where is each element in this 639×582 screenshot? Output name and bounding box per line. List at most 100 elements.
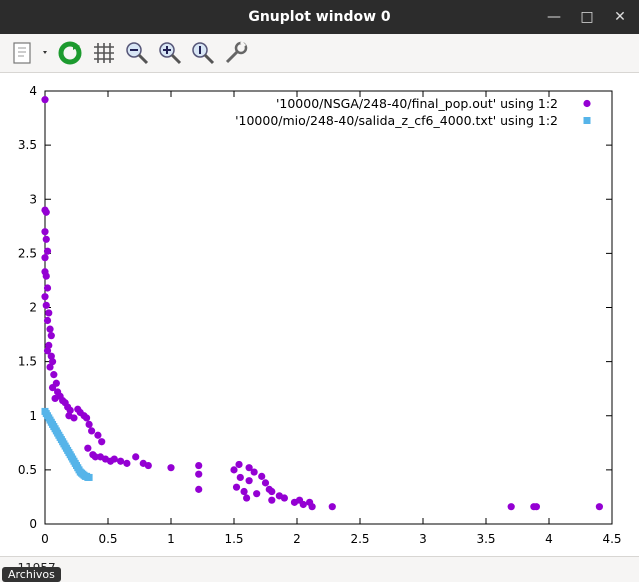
series1-point xyxy=(230,466,238,474)
series1-point xyxy=(46,363,54,371)
series1-point xyxy=(268,496,276,504)
series1-point xyxy=(308,503,316,511)
tooltip: Archivos xyxy=(2,567,61,582)
title-bar: Gnuplot window 0 — □ ✕ xyxy=(0,0,639,34)
zoom-in-icon xyxy=(159,42,182,65)
series1-point xyxy=(43,284,52,292)
series1-point xyxy=(144,461,152,470)
copy-button[interactable] xyxy=(10,39,52,67)
y-tick-label: 2.5 xyxy=(18,246,37,260)
x-tick-label: 0 xyxy=(41,532,49,546)
series1-point xyxy=(328,503,336,511)
series1-point xyxy=(91,453,99,461)
x-tick-label: 2 xyxy=(293,532,301,546)
series1-point xyxy=(45,341,53,349)
series1-point xyxy=(240,487,248,496)
status-bar: ...11957 Archivos xyxy=(0,556,639,582)
series1-point xyxy=(82,414,91,422)
series1-point xyxy=(195,461,203,470)
y-tick-label: 1.5 xyxy=(18,355,37,369)
series1-point xyxy=(167,464,175,472)
zoom-in-button[interactable] xyxy=(156,39,184,67)
series1-point xyxy=(42,301,50,309)
series1-point xyxy=(85,420,93,429)
series1-point xyxy=(43,247,52,255)
series1-point xyxy=(42,208,50,216)
series1-point xyxy=(268,487,276,496)
config-button[interactable] xyxy=(222,39,250,67)
x-tick-label: 3 xyxy=(419,532,427,546)
zoom-out-button[interactable] xyxy=(123,39,151,67)
series1-point xyxy=(70,414,78,422)
series1-point xyxy=(94,431,102,439)
y-tick-label: 0 xyxy=(29,517,37,531)
series1-point xyxy=(123,459,131,467)
series1-point xyxy=(595,503,604,511)
series1-point xyxy=(98,438,106,446)
minimize-icon[interactable]: — xyxy=(547,9,561,25)
scatter-chart[interactable]: 0 0.5 1 1.5 2 2.5 3 3.5 4 4.5 0 0.5 1 1.5 2 2.5 3 3.5 4 '10… xyxy=(0,73,639,556)
zoom-reset-icon xyxy=(192,42,215,65)
series1-point xyxy=(48,384,57,392)
config-icon xyxy=(225,40,248,64)
series1-point xyxy=(258,472,266,480)
legend-series1-marker xyxy=(583,99,591,108)
x-tick-label: 1.5 xyxy=(224,532,243,546)
series1-point xyxy=(132,453,140,461)
series1-point xyxy=(299,500,307,509)
series1-point xyxy=(48,358,57,366)
y-tick-label: 3.5 xyxy=(18,138,37,152)
x-tick-label: 4 xyxy=(545,532,553,546)
series1-point xyxy=(507,503,515,511)
plot-border xyxy=(44,90,613,525)
series1-point xyxy=(243,494,251,502)
series1-point xyxy=(46,325,54,333)
series1-point xyxy=(88,427,96,435)
series1-point xyxy=(245,464,253,472)
series1-point xyxy=(42,235,50,243)
copy-icon xyxy=(13,42,47,64)
grid-button[interactable] xyxy=(90,39,118,67)
series1-point xyxy=(51,394,59,403)
series1-point xyxy=(280,494,288,502)
zoom-out-icon xyxy=(126,42,149,65)
plot-area[interactable]: 0 0.5 1 1.5 2 2.5 3 3.5 4 4.5 0 0.5 1 1.5 2 2.5 3 3.5 4 '10… xyxy=(0,73,639,556)
series1-point xyxy=(41,228,49,236)
legend-series1-label: '10000/NSGA/248-40/final_pop.out' using … xyxy=(276,96,558,111)
window-title: Gnuplot window 0 xyxy=(248,9,391,25)
y-tick-label: 3 xyxy=(29,192,37,206)
series1-point xyxy=(43,316,52,325)
series1-point xyxy=(235,460,243,469)
x-tick-label: 3.5 xyxy=(476,532,495,546)
series1-point xyxy=(47,332,55,340)
replot-icon xyxy=(58,41,82,65)
series1-point xyxy=(45,309,53,317)
series2-point xyxy=(85,473,93,481)
maximize-icon[interactable]: □ xyxy=(580,9,594,25)
replot-button[interactable] xyxy=(56,39,84,67)
series1-point xyxy=(47,352,55,360)
series1-point xyxy=(195,470,203,478)
x-tick-label: 4.5 xyxy=(602,532,621,546)
series1-point xyxy=(41,254,49,262)
series1-point xyxy=(41,293,49,301)
x-tick-label: 1 xyxy=(167,532,175,546)
series1-point xyxy=(117,457,125,465)
series1-point xyxy=(50,371,58,379)
y-tick-label: 1 xyxy=(29,409,37,423)
x-tick-label: 0.5 xyxy=(98,532,117,546)
series1-point xyxy=(253,490,261,498)
y-tick-label: 0.5 xyxy=(18,463,37,477)
series1-point xyxy=(84,444,92,452)
series1-point xyxy=(41,96,49,104)
series1-point xyxy=(261,479,270,487)
toolbar xyxy=(0,34,639,73)
series1-point xyxy=(532,503,541,511)
series1-point xyxy=(43,347,52,355)
close-icon[interactable]: ✕ xyxy=(614,9,626,25)
grid-icon xyxy=(94,43,114,63)
series1-point xyxy=(42,272,50,280)
zoom-reset-button[interactable] xyxy=(189,39,217,67)
series1-point xyxy=(236,473,244,482)
series1-point xyxy=(250,468,258,476)
